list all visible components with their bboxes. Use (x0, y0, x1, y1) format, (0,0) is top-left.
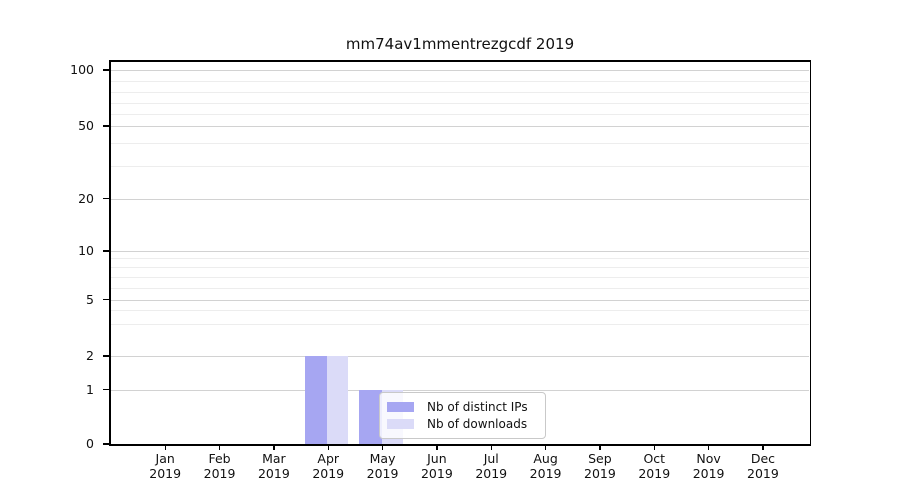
y-minor-gridline (111, 92, 809, 93)
x-axis-tick (164, 444, 166, 450)
x-axis-tick (436, 444, 438, 450)
y-axis-tick (102, 355, 110, 357)
bar-downloads (327, 356, 349, 444)
x-tick-label: Jan 2019 (133, 451, 197, 481)
y-axis-tick (102, 197, 110, 200)
spine-top (109, 60, 811, 62)
spine-right (809, 60, 811, 446)
x-axis-tick (544, 444, 547, 450)
y-major-gridline (111, 299, 809, 301)
y-minor-gridline (111, 287, 809, 289)
y-minor-gridline (111, 267, 809, 268)
x-tick-year: 2019 (584, 466, 616, 481)
x-axis-tick (599, 444, 601, 450)
legend-label-downloads: Nb of downloads (427, 417, 528, 431)
y-major-gridline (111, 70, 809, 71)
downloads-swatch-icon (387, 419, 414, 429)
x-tick-year: 2019 (692, 466, 725, 481)
x-tick-month: Dec (750, 451, 776, 466)
y-minor-gridline (111, 81, 809, 82)
y-minor-gridline (111, 143, 809, 144)
legend-label-distinct-ips: Nb of distinct IPs (427, 400, 528, 414)
y-tick-label: 2 (86, 348, 94, 363)
x-axis-tick (490, 444, 492, 450)
y-tick-label: 5 (86, 291, 94, 307)
x-tick-month: Mar (262, 451, 286, 466)
x-tick-year: 2019 (366, 466, 399, 481)
x-tick-month: Nov (696, 451, 721, 466)
distinct-ips-swatch-icon (387, 402, 414, 412)
x-tick-month: Aug (533, 451, 558, 466)
y-minor-gridline (111, 113, 809, 115)
x-axis-tick (762, 444, 764, 450)
y-minor-gridline (111, 103, 809, 104)
x-tick-year: 2019 (149, 466, 182, 481)
y-tick-label: 100 (70, 62, 94, 77)
x-axis-tick (708, 444, 710, 450)
x-tick-year: 2019 (312, 466, 345, 481)
legend-row-distinct-ips: Nb of distinct IPs (387, 399, 537, 416)
x-tick-label: Nov 2019 (677, 451, 741, 481)
x-tick-month: Feb (208, 451, 231, 466)
x-tick-year: 2019 (529, 466, 562, 481)
x-tick-month: Apr (317, 451, 340, 466)
x-tick-year: 2019 (203, 466, 236, 481)
y-major-gridline (111, 251, 809, 252)
y-axis-tick (102, 298, 110, 301)
y-major-gridline (111, 389, 809, 391)
x-axis-tick (218, 444, 221, 450)
x-axis-tick (273, 444, 275, 450)
y-major-gridline (111, 198, 809, 200)
spine-bottom (109, 444, 811, 446)
x-tick-label: Aug 2019 (514, 451, 578, 481)
y-tick-label: 50 (78, 118, 94, 133)
x-tick-label: Apr 2019 (296, 451, 360, 481)
chart-legend: Nb of distinct IPs Nb of downloads (379, 391, 546, 439)
x-axis-tick (381, 444, 384, 450)
y-axis-tick (102, 69, 110, 71)
y-tick-label: 0 (86, 436, 94, 451)
x-tick-month: Sep (588, 451, 612, 466)
y-axis-tick (102, 125, 110, 127)
x-tick-year: 2019 (747, 466, 779, 481)
y-minor-gridline (111, 166, 809, 167)
legend-row-downloads: Nb of downloads (387, 416, 537, 433)
x-tick-label: Oct 2019 (622, 451, 686, 481)
x-tick-label: Feb 2019 (188, 451, 252, 481)
y-minor-gridline (111, 277, 809, 278)
x-tick-month: Jul (483, 451, 499, 466)
bar-distinct-ips (304, 356, 328, 444)
bar-distinct-ips (358, 389, 382, 444)
x-tick-label: Jul 2019 (459, 451, 523, 481)
y-minor-gridline (111, 310, 809, 311)
y-axis-tick (102, 388, 110, 391)
y-major-gridline (111, 356, 809, 357)
y-tick-label: 10 (78, 243, 94, 258)
y-minor-gridline (111, 257, 809, 259)
x-axis-tick (653, 444, 655, 450)
x-tick-label: Jun 2019 (405, 451, 469, 481)
spine-left (109, 60, 111, 446)
x-tick-month: May (369, 451, 396, 466)
y-minor-gridline (111, 323, 809, 325)
x-tick-month: Jun (427, 451, 447, 466)
x-axis-tick (327, 444, 329, 450)
y-tick-label: 1 (86, 381, 94, 397)
y-major-gridline (111, 126, 809, 127)
x-tick-year: 2019 (257, 466, 290, 481)
y-axis-tick (102, 443, 110, 445)
x-tick-label: Mar 2019 (242, 451, 306, 481)
x-tick-month: Jan (155, 451, 175, 466)
x-tick-year: 2019 (475, 466, 508, 481)
chart-title: mm74av1mmentrezgcdf 2019 (345, 35, 575, 53)
x-tick-year: 2019 (420, 466, 453, 481)
y-axis-tick (102, 250, 110, 252)
x-tick-label: May 2019 (351, 451, 415, 481)
x-tick-month: Oct (643, 451, 666, 466)
x-tick-year: 2019 (638, 466, 671, 481)
x-tick-label: Sep 2019 (568, 451, 632, 481)
x-tick-label: Dec 2019 (731, 451, 795, 481)
y-tick-label: 20 (78, 190, 94, 206)
